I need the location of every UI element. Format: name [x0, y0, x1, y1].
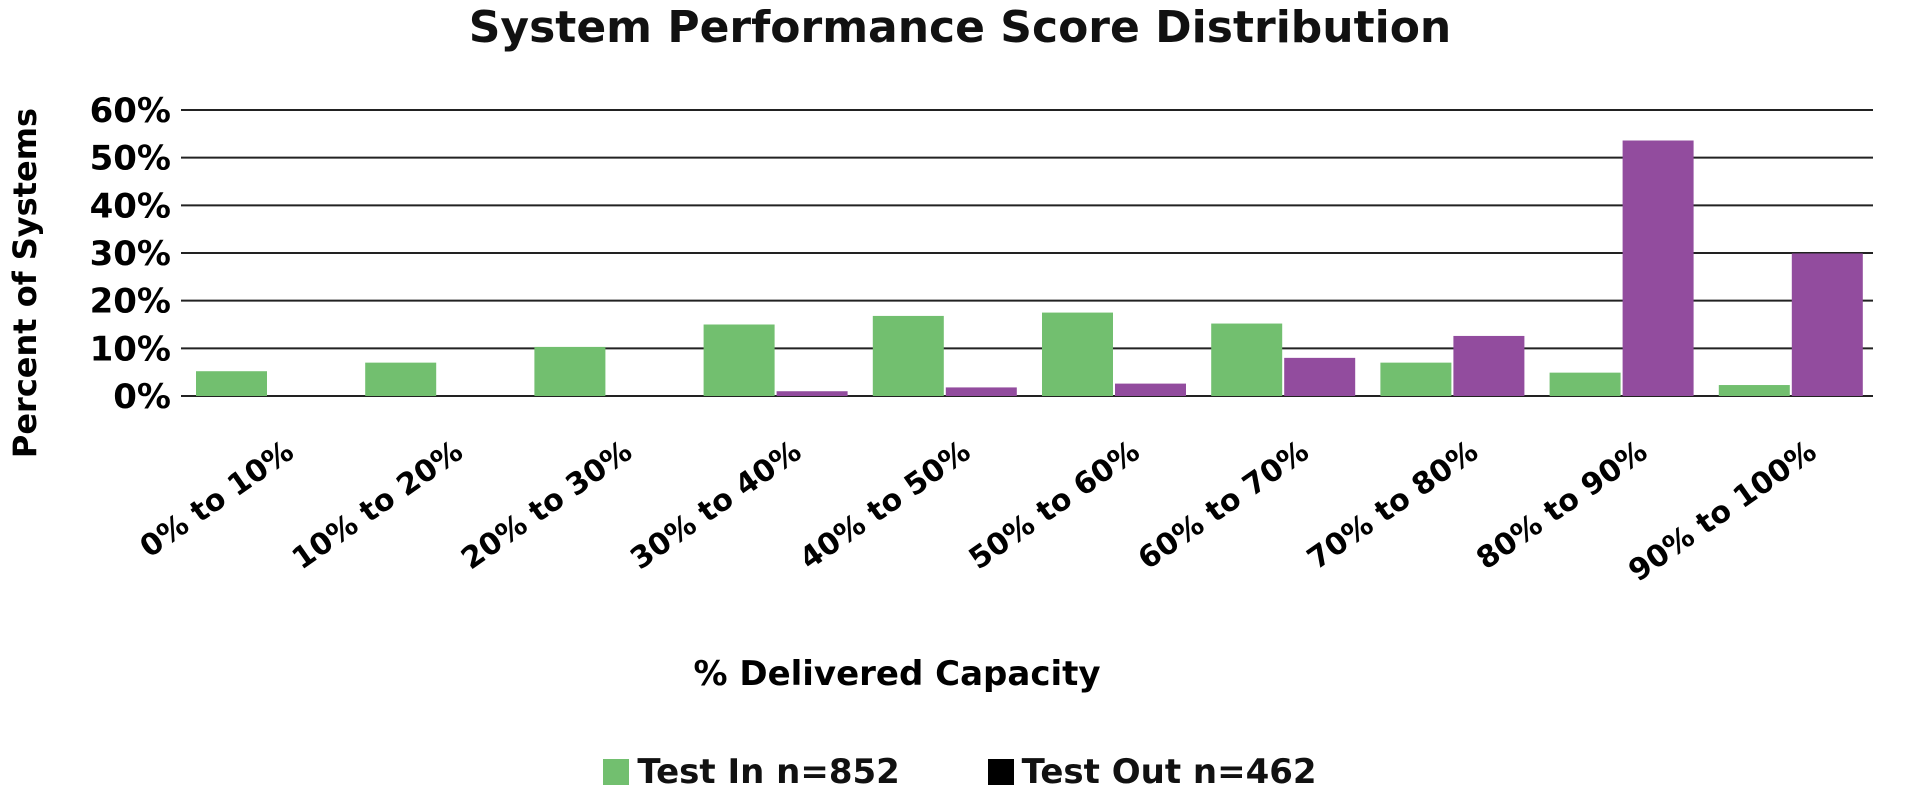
x-tick-label: 10% to 20%: [286, 434, 469, 577]
bar-test-in: [196, 371, 267, 396]
x-tick-label: 80% to 90%: [1470, 434, 1653, 577]
legend: Test In n=852 Test Out n=462: [0, 752, 1920, 794]
y-tick-label: 40%: [90, 186, 171, 226]
bar-test-in: [534, 346, 606, 396]
bar-test-in: [1549, 372, 1621, 396]
legend-item-test-out: Test Out n=462: [987, 752, 1317, 792]
legend-item-test-in: Test In n=852: [603, 752, 900, 792]
bar-test-out: [1115, 383, 1186, 396]
chart-title: System Performance Score Distribution: [468, 2, 1452, 53]
y-axis-label: Percent of Systems: [6, 108, 44, 458]
bar-test-out: [1453, 335, 1525, 396]
x-tick-label: 40% to 50%: [794, 434, 977, 577]
bar-test-out: [1791, 253, 1863, 396]
bar-test-out: [776, 391, 848, 396]
bar-test-in: [1380, 362, 1452, 396]
legend-label-test-in: Test In n=852: [637, 752, 900, 792]
x-tick-label: 90% to 100%: [1622, 434, 1823, 589]
bar-test-out: [1284, 357, 1356, 396]
x-tick-label: 60% to 70%: [1132, 434, 1315, 577]
bar-test-in: [1042, 312, 1113, 396]
bar-test-in: [365, 362, 437, 396]
bar-test-in: [1718, 385, 1790, 396]
bar-test-out: [945, 387, 1017, 396]
x-tick-label: 20% to 30%: [455, 434, 638, 577]
y-tick-label: 20%: [90, 282, 171, 322]
bar-test-out: [1622, 140, 1694, 396]
legend-label-test-out: Test Out n=462: [1021, 752, 1317, 792]
bar-test-in: [703, 324, 775, 396]
x-tick-label: 70% to 80%: [1301, 434, 1484, 577]
y-tick-label: 0%: [113, 377, 171, 417]
legend-swatch-test-in: [603, 759, 630, 785]
bar-test-in: [1211, 323, 1283, 396]
y-tick-label: 50%: [90, 139, 171, 179]
x-tick-label: 50% to 60%: [963, 434, 1146, 577]
x-tick-label: 0% to 10%: [134, 434, 300, 565]
y-tick-label: 30%: [90, 234, 171, 274]
legend-swatch-test-out: [987, 759, 1014, 785]
y-tick-label: 60%: [90, 91, 171, 131]
bar-test-in: [872, 315, 944, 396]
y-tick-label: 10%: [90, 329, 171, 369]
x-axis-label: % Delivered Capacity: [693, 654, 1100, 694]
x-tick-label: 30% to 40%: [624, 434, 807, 577]
